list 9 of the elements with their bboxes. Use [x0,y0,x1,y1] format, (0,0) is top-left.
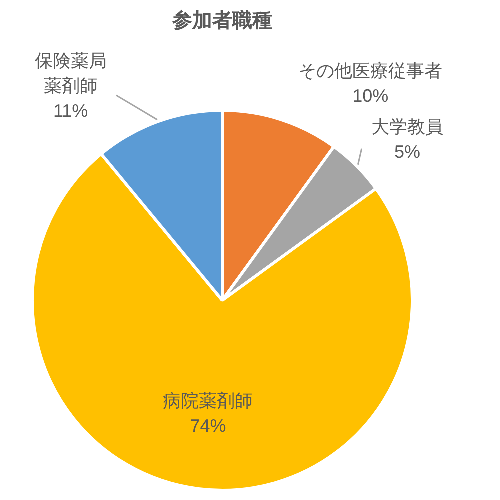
slice-label: 病院薬剤師 [163,391,254,412]
slice-label: 大学教員 [371,116,444,137]
data-label: 5% [394,142,420,162]
slice-label: 保険薬局薬剤師 [34,50,107,96]
data-label: 10% [352,86,389,106]
slice-label: その他医療従事者 [298,61,443,82]
data-label: 11% [53,100,88,121]
data-label: 74% [190,416,226,436]
chart-title: 参加者職種 [172,9,272,32]
